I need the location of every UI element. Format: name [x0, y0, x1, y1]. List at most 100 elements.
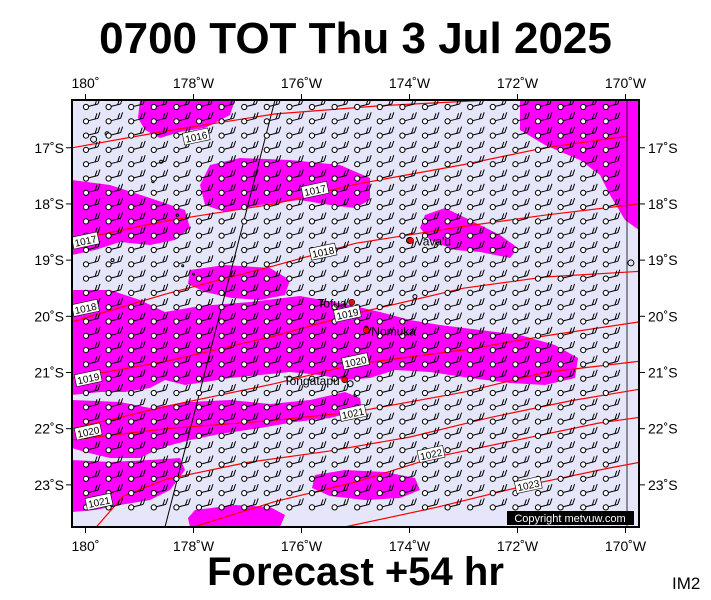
wind-barb — [399, 197, 417, 211]
wind-barb — [580, 197, 598, 211]
isobar-label: 1020 — [73, 422, 103, 441]
wind-barb — [467, 398, 485, 411]
wind-barb — [444, 140, 463, 153]
wind-barb — [489, 169, 508, 182]
wind-barb — [512, 283, 530, 296]
wind-barb — [105, 155, 124, 168]
island-outline — [627, 259, 635, 267]
wind-barb — [354, 155, 372, 168]
wind-barb — [218, 340, 237, 354]
wind-barb — [195, 340, 214, 354]
wind-barb — [105, 455, 124, 468]
isobar-label: 1017 — [72, 231, 100, 250]
wind-barb — [512, 498, 530, 511]
wind-barb — [218, 169, 237, 182]
wind-barb — [263, 126, 282, 139]
wind-barb — [512, 226, 530, 239]
image-id-label: IM2 — [672, 574, 701, 593]
wind-barb — [263, 112, 282, 125]
wind-barb — [421, 298, 440, 311]
wind-barb — [195, 383, 214, 397]
wind-barb — [286, 426, 304, 439]
wind-barb — [489, 240, 508, 254]
wind-barb — [331, 498, 350, 511]
wind-barb — [534, 441, 553, 454]
wind-barb — [286, 197, 304, 211]
wind-barb — [241, 455, 259, 468]
wind-barb — [354, 383, 372, 397]
wind-barb — [580, 412, 598, 425]
wind-barb — [354, 340, 372, 354]
lat-label-right: 17˚S — [648, 140, 678, 156]
wind-barb — [354, 269, 372, 282]
isobar-label: 1016 — [181, 127, 211, 146]
wind-barb — [399, 226, 417, 239]
wind-barb — [241, 183, 259, 196]
forecast-label: Forecast +54 hr — [207, 550, 504, 594]
wind-barb — [308, 383, 327, 397]
wind-barb — [128, 126, 146, 139]
wind-barb — [602, 197, 621, 211]
wind-barb — [580, 455, 598, 468]
wind-barb — [512, 441, 530, 454]
wind-barb — [241, 212, 259, 225]
isobar-line — [72, 203, 639, 323]
wind-barb — [444, 283, 463, 296]
wind-barb — [489, 498, 508, 511]
wind-barb — [173, 455, 191, 468]
wind-barb — [376, 212, 395, 225]
isobar-label-text: 1023 — [517, 479, 541, 494]
wind-barb — [218, 369, 237, 382]
isobar-line — [95, 388, 639, 527]
wind-barb — [399, 369, 417, 382]
place-label: Tongatapu — [284, 374, 340, 388]
isobar-label-text: 1021 — [341, 407, 365, 422]
place-marker — [407, 237, 414, 244]
wind-barb — [286, 326, 304, 339]
wind-barb — [218, 183, 237, 196]
wind-barb — [444, 340, 463, 354]
wind-barb — [286, 369, 304, 382]
wind-barb — [602, 183, 621, 196]
wind-barb — [308, 212, 327, 225]
wind-barb — [602, 240, 621, 254]
wind-barb — [128, 326, 146, 339]
wind-barb — [399, 498, 417, 511]
wind-barb — [105, 112, 124, 125]
wind-barb — [308, 441, 327, 454]
wind-barb — [489, 255, 508, 268]
wind-barb — [602, 112, 621, 125]
wind-barb — [331, 369, 350, 382]
lon-label-bottom: 174˚W — [389, 538, 431, 554]
wind-barb — [534, 212, 553, 225]
wind-barb — [173, 255, 191, 268]
wind-barb — [105, 197, 124, 211]
wind-barb — [421, 155, 440, 168]
wind-barb — [376, 412, 395, 425]
isobar-label-layer: 1016 1017 1017 1018 1018 1019 1019 1020 1020 1021… — [72, 127, 543, 511]
wind-barb — [399, 398, 417, 411]
isobar-label-text: 1017 — [74, 234, 98, 249]
place-marker — [362, 327, 370, 334]
wind-barb — [399, 240, 417, 254]
wind-barb — [218, 212, 237, 225]
wind-barb — [421, 369, 440, 382]
lat-label-left: 18˚S — [34, 196, 64, 212]
wind-barb — [150, 426, 169, 439]
wind-barb — [128, 441, 146, 454]
wind-barb — [376, 183, 395, 196]
wind-barb — [241, 255, 259, 268]
wind-barb — [263, 369, 282, 382]
wind-barb — [580, 398, 598, 411]
wind-barb — [467, 226, 485, 239]
lat-label-left: 20˚S — [34, 308, 64, 324]
wind-barb — [602, 412, 621, 425]
isobar-label: 1019 — [73, 369, 103, 387]
wind-barb — [534, 169, 553, 182]
wind-barb — [534, 426, 553, 439]
wind-barb — [376, 398, 395, 411]
wind-barb — [82, 441, 101, 454]
wind-barb — [150, 283, 169, 296]
wind-barb — [354, 197, 372, 211]
wind-barb — [421, 255, 440, 268]
